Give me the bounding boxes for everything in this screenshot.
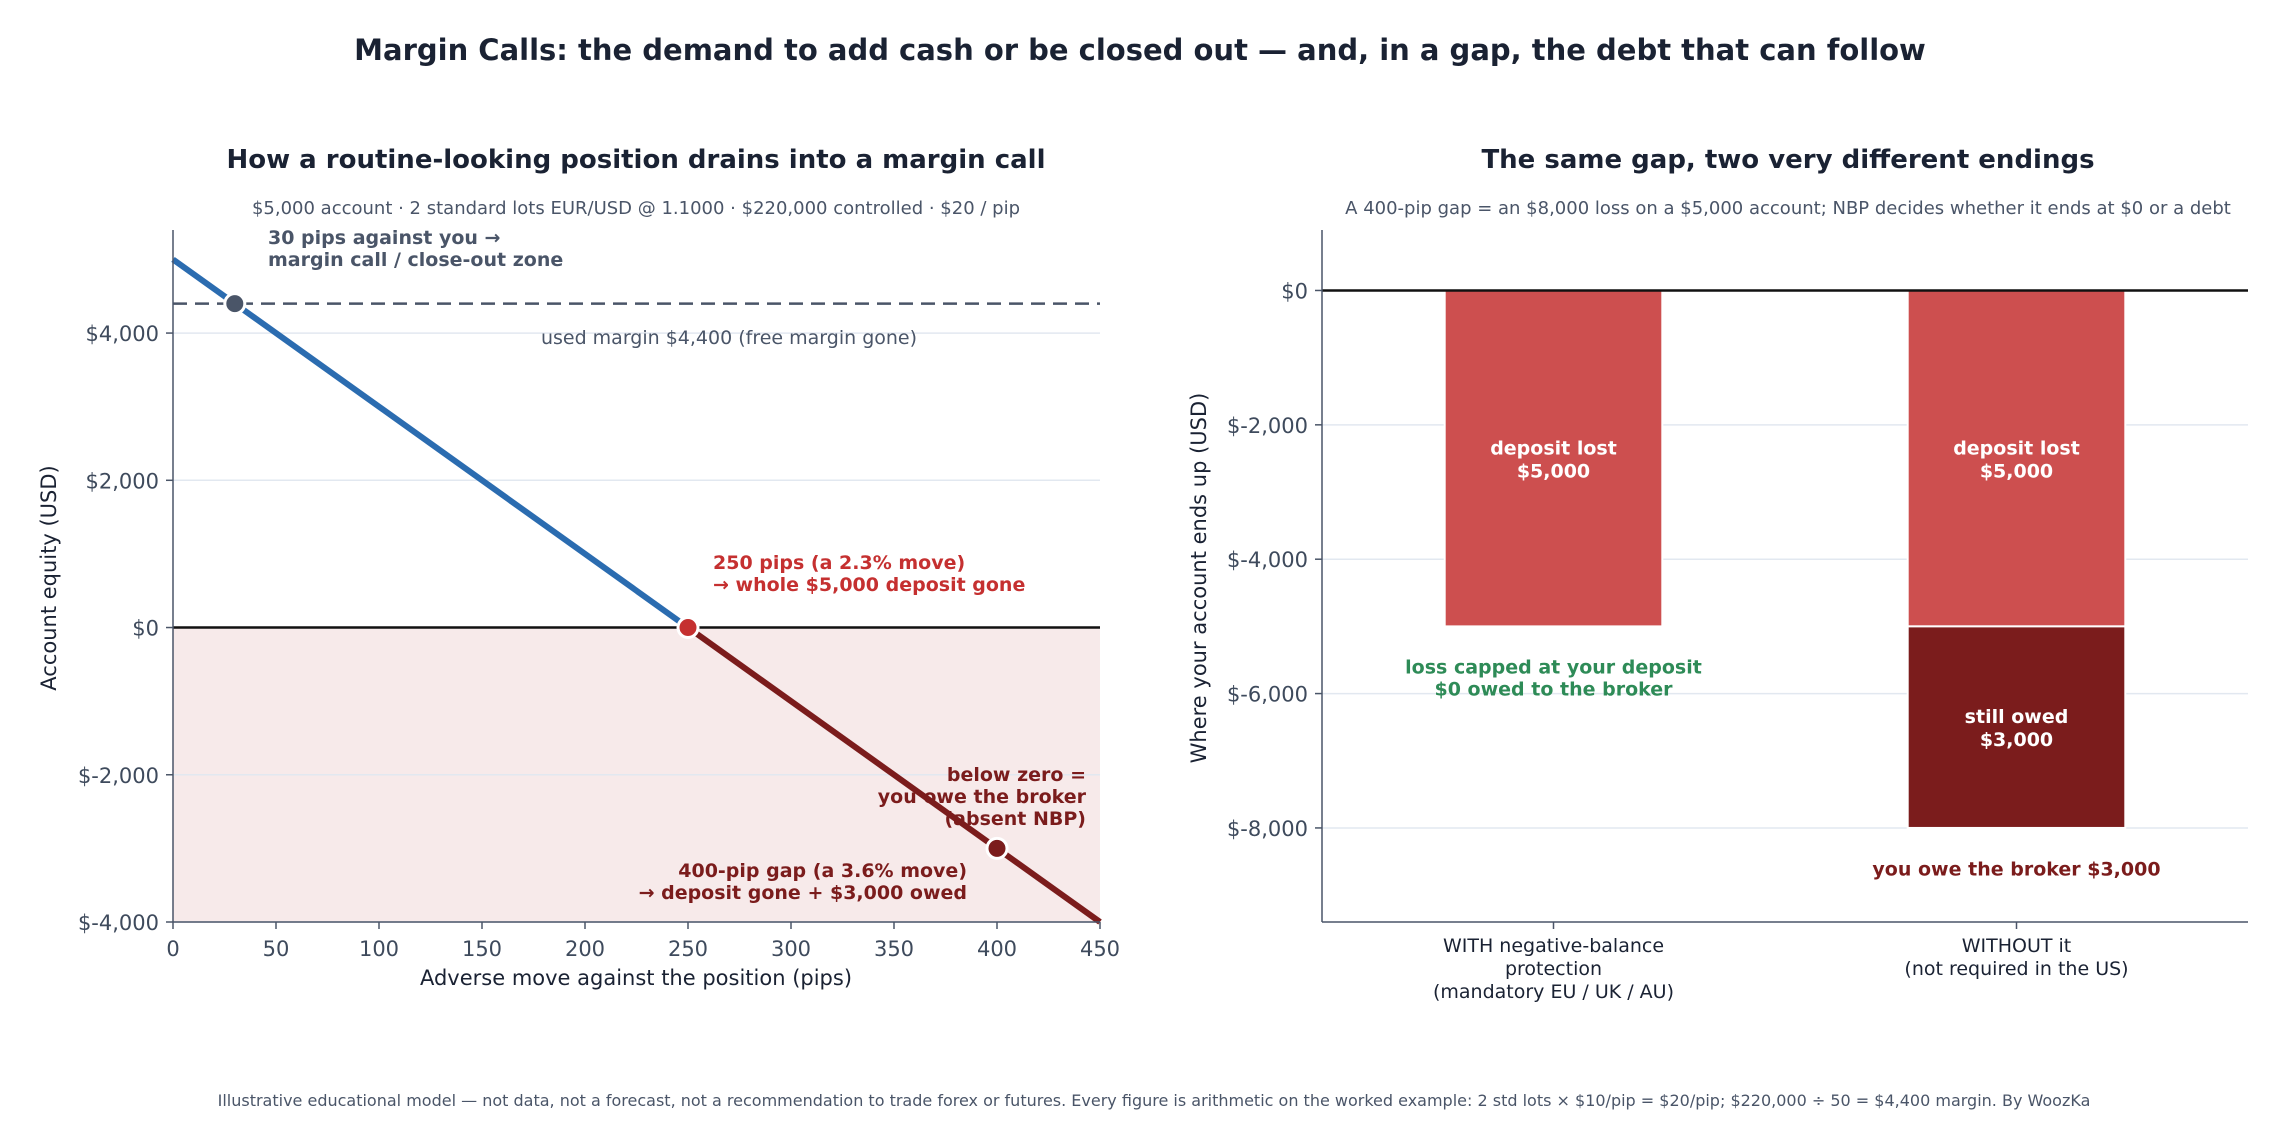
y-tick-label: $-8,000 <box>1227 817 1308 841</box>
y-tick-label: $-4,000 <box>1227 548 1308 572</box>
y-tick-label: $-4,000 <box>78 911 159 935</box>
right-y-axis-label: Where your account ends up (USD) <box>1187 393 1211 764</box>
left-axes <box>172 230 1100 923</box>
right-y-ticks: $-8,000 $-6,000 $-4,000 $-2,000 $0 <box>1227 279 1322 841</box>
x-tick-label: 50 <box>263 937 290 961</box>
outcome-bar <box>1906 625 2127 829</box>
equity-line-negative <box>686 625 1102 925</box>
category-label: (mandatory EU / UK / AU) <box>1433 981 1674 1003</box>
footer-note: Illustrative educational model — not dat… <box>218 1091 2091 1110</box>
y-tick-label: $-6,000 <box>1227 683 1308 707</box>
x-tick-label: 250 <box>668 937 708 961</box>
gap-note: → deposit gone + $3,000 owed <box>639 882 967 904</box>
bar-label: $3,000 <box>1980 729 2053 751</box>
left-chart-title: How a routine-looking position drains in… <box>226 145 1045 175</box>
right-category-labels: WITH negative-balanceprotection(mandator… <box>1433 922 2129 1003</box>
bar-label: deposit lost <box>1953 437 2080 459</box>
y-tick-label: $2,000 <box>86 469 159 493</box>
bar-label: $5,000 <box>1517 460 1590 482</box>
right-axes <box>1321 230 2248 923</box>
x-tick-label: 350 <box>874 937 914 961</box>
x-tick-label: 0 <box>166 937 179 961</box>
y-tick-label: $-2,000 <box>78 764 159 788</box>
right-chart-subtitle: A 400-pip gap = an $8,000 loss on a $5,0… <box>1345 198 2231 219</box>
x-tick-label: 100 <box>359 937 399 961</box>
category-label: WITH negative-balance <box>1443 935 1664 957</box>
right-chart-title: The same gap, two very different endings <box>1481 145 2094 175</box>
loss-capped-note: $0 owed to the broker <box>1434 679 1673 701</box>
x-tick-label: 450 <box>1080 937 1120 961</box>
x-tick-label: 300 <box>771 937 811 961</box>
event-marker <box>223 292 247 316</box>
left-x-axis-label: Adverse move against the position (pips) <box>420 966 852 990</box>
you-owe-note: you owe the broker $3,000 <box>1872 858 2160 880</box>
y-tick-label: $-2,000 <box>1227 414 1308 438</box>
below-zero-note: (absent NBP) <box>944 808 1086 830</box>
equity-lines <box>171 257 1102 925</box>
x-tick-label: 200 <box>565 937 605 961</box>
x-tick-label: 150 <box>462 937 502 961</box>
left-x-ticks: 0 50 100 150 200 250 300 350 400 450 <box>166 922 1120 961</box>
equity-line-positive <box>171 257 690 630</box>
margin-call-note: 30 pips against you → <box>268 227 500 249</box>
margin-call-note: margin call / close-out zone <box>268 249 563 271</box>
left-chart: How a routine-looking position drains in… <box>37 145 1120 990</box>
loss-capped-note: loss capped at your deposit <box>1405 657 1702 679</box>
used-margin-label: used margin $4,400 (free margin gone) <box>541 327 917 349</box>
event-marker <box>985 836 1009 860</box>
left-annotations: 30 pips against you →margin call / close… <box>268 227 1087 904</box>
right-annotations: loss capped at your deposit$0 owed to th… <box>1405 657 2160 881</box>
bar-label: deposit lost <box>1490 437 1617 459</box>
left-y-ticks: $-4,000 $-2,000 $0 $2,000 $4,000 <box>78 322 173 935</box>
left-y-axis-label: Account equity (USD) <box>37 465 61 690</box>
below-zero-note: below zero = <box>947 764 1086 786</box>
deposit-gone-note: 250 pips (a 2.3% move) <box>713 552 965 574</box>
deposit-gone-note: → whole $5,000 deposit gone <box>713 574 1025 596</box>
y-tick-label: $0 <box>132 617 159 641</box>
event-marker <box>676 616 700 640</box>
bar-label: still owed <box>1965 706 2069 728</box>
left-chart-subtitle: $5,000 account · 2 standard lots EUR/USD… <box>252 198 1020 219</box>
right-chart: The same gap, two very different endings… <box>1187 145 2248 1003</box>
outcome-bar <box>1906 289 2127 628</box>
below-zero-note: you owe the broker <box>878 786 1087 808</box>
gap-note: 400-pip gap (a 3.6% move) <box>678 860 967 882</box>
outcome-bar <box>1443 289 1664 628</box>
category-label: protection <box>1505 958 1602 980</box>
category-label: WITHOUT it <box>1962 935 2072 957</box>
figure-title: Margin Calls: the demand to add cash or … <box>354 33 1926 67</box>
y-tick-label: $0 <box>1281 279 1308 303</box>
x-tick-label: 400 <box>977 937 1017 961</box>
event-markers <box>223 292 1009 860</box>
category-label: (not required in the US) <box>1904 958 2128 980</box>
y-tick-label: $4,000 <box>86 322 159 346</box>
bar-label: $5,000 <box>1980 460 2053 482</box>
